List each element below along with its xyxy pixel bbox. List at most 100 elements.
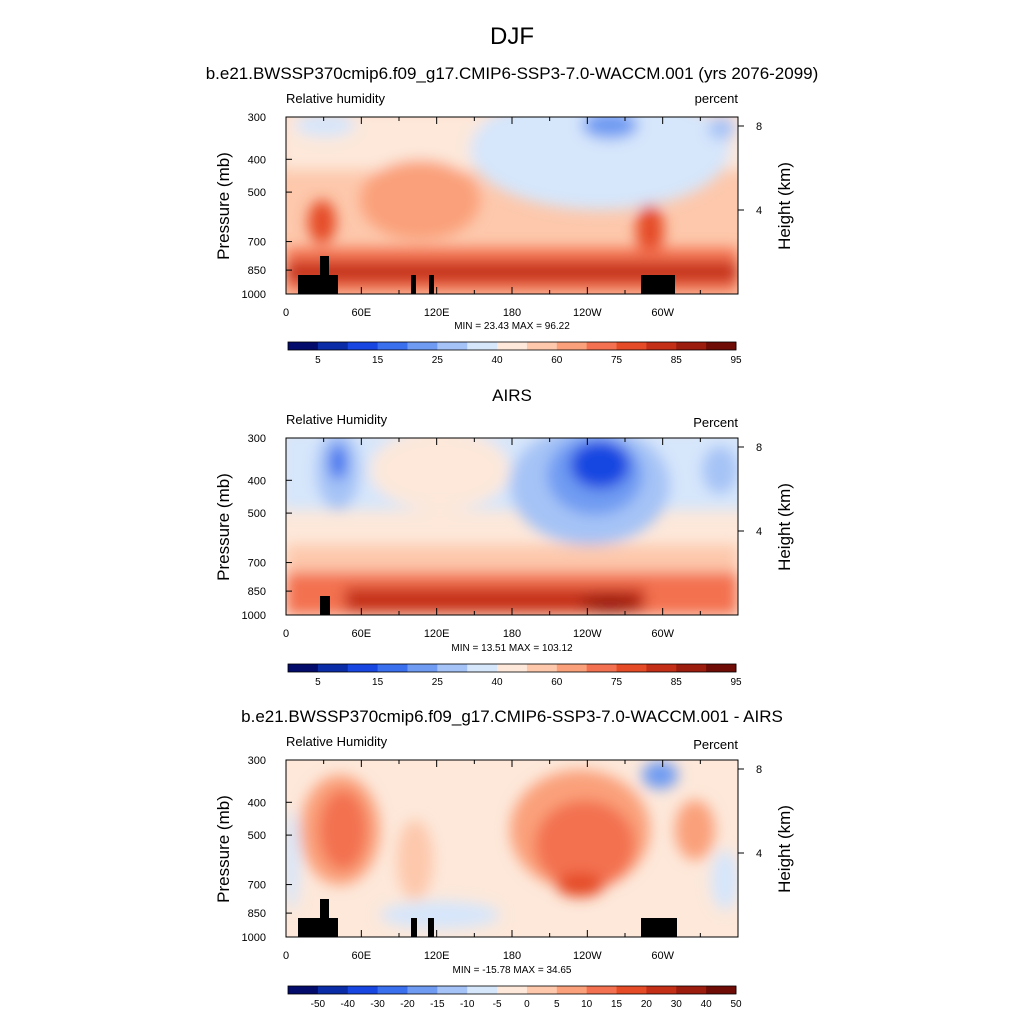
x-tick-label: 180 [503, 950, 521, 962]
left-label: Relative Humidity [286, 412, 388, 427]
colorbar-label: 25 [432, 677, 444, 688]
right-tick-label: 8 [756, 764, 762, 776]
right-axis: 84 [738, 442, 762, 538]
colorbar-swatch [467, 664, 498, 672]
x-tick-label: 60E [352, 307, 372, 319]
right-tick-label: 8 [756, 121, 762, 133]
y-tick-label: 1000 [242, 610, 266, 622]
colorbar-frame [287, 663, 737, 673]
y-tick-label: 1000 [242, 932, 266, 944]
colorbar: 5 15 25 40 60 75 85 95 [287, 663, 742, 688]
left-label: Relative Humidity [286, 734, 388, 749]
colorbar-label: 40 [492, 677, 504, 688]
topo-maritime-2 [428, 918, 434, 937]
field-blob-dry-africa-core [329, 444, 347, 480]
colorbar-label: 20 [641, 999, 653, 1010]
stats-label: MIN = 23.43 MAX = 96.22 [454, 321, 570, 332]
field-blob-warm-pool [360, 160, 480, 240]
field-blob-pacific-max [556, 873, 604, 897]
right-tick-label: 4 [756, 205, 762, 217]
stats-label: MIN = 13.51 MAX = 103.12 [451, 643, 573, 654]
right-label: percent [695, 91, 739, 106]
panel-title: b.e21.BWSSP370cmip6.f09_g17.CMIP6-SSP3-7… [206, 64, 819, 83]
colorbar-swatch [377, 342, 408, 350]
colorbar-label: 15 [372, 677, 384, 688]
x-tick-label: 120W [573, 950, 602, 962]
left-label: Relative humidity [286, 91, 385, 106]
colorbar-label: -30 [370, 999, 385, 1010]
colorbar-swatch [467, 342, 498, 350]
x-tick-label: 120E [424, 628, 450, 640]
topo-africa [320, 596, 330, 615]
field-blob-dry-core [582, 117, 638, 139]
colorbar-label: 5 [315, 677, 321, 688]
colorbar-swatch [616, 986, 647, 994]
field-blob-africa-core [319, 790, 367, 870]
right-axis-label: Height (km) [775, 805, 794, 893]
y-axis-label: Pressure (mb) [214, 473, 233, 581]
x-tick-label: 0 [283, 628, 289, 640]
x-tick-label: 0 [283, 307, 289, 319]
colorbar-swatch [288, 986, 319, 994]
colorbar-label: 25 [432, 355, 444, 366]
colorbar-swatch [676, 342, 707, 350]
colorbar-label: -15 [430, 999, 445, 1010]
y-tick-label: 300 [248, 433, 266, 445]
colorbar-label: 85 [671, 355, 683, 366]
right-label: Percent [693, 415, 738, 430]
y-tick-label: 700 [248, 880, 266, 892]
colorbar-frame [287, 985, 737, 995]
colorbar-swatch [526, 986, 558, 994]
x-tick-label: 180 [503, 307, 521, 319]
colorbar-swatch [437, 342, 468, 350]
right-tick-label: 8 [756, 442, 762, 454]
colorbar-label: -20 [400, 999, 415, 1010]
colorbar-label: -40 [341, 999, 356, 1010]
figure-title: DJF [490, 23, 534, 50]
topo-andes [641, 275, 675, 294]
colorbar-label: 15 [372, 355, 384, 366]
x-tick-label: 60E [352, 950, 372, 962]
topo-africa [298, 256, 338, 294]
field-blob-moist-core [580, 594, 640, 614]
colorbar-swatch [556, 342, 588, 350]
topography [298, 899, 677, 937]
y-axis: 300 400 500 700 850 1000 [242, 112, 292, 301]
y-tick-label: 700 [248, 237, 266, 249]
topo-maritime-1 [411, 275, 416, 294]
panel-model: b.e21.BWSSP370cmip6.f09_g17.CMIP6-SSP3-7… [206, 64, 819, 366]
right-tick-label: 4 [756, 526, 762, 538]
field-blob-tropical-moist [370, 438, 510, 510]
colorbar-swatch [556, 664, 588, 672]
stats-label: MIN = -15.78 MAX = 34.65 [453, 965, 572, 976]
y-axis-label: Pressure (mb) [214, 152, 233, 260]
colorbar-swatch [288, 342, 319, 350]
colorbar-swatch [646, 342, 677, 350]
colorbar-swatch [317, 986, 349, 994]
field-blob-dry-east [702, 446, 738, 494]
field-blob-dry-west [295, 117, 355, 137]
colorbar-label: 50 [730, 999, 742, 1010]
topo-maritime-2 [429, 275, 434, 294]
right-axis-label: Height (km) [775, 162, 794, 250]
colorbar-label: -50 [311, 999, 326, 1010]
colorbar-label: 75 [611, 677, 623, 688]
colorbar-swatch [526, 342, 558, 350]
colorbar-label: 15 [611, 999, 623, 1010]
y-tick-label: 850 [248, 908, 266, 920]
y-axis-label: Pressure (mb) [214, 795, 233, 903]
x-tick-label: 180 [503, 628, 521, 640]
colorbar-label: 5 [554, 999, 560, 1010]
colorbar-swatch [586, 986, 617, 994]
colorbar-swatch [317, 342, 349, 350]
colorbar-swatch [706, 986, 737, 994]
colorbar-swatch [586, 342, 617, 350]
colorbar-swatch [676, 664, 707, 672]
colorbar-swatch [317, 664, 349, 672]
colorbar-swatch [467, 986, 498, 994]
colorbar-swatch [437, 664, 468, 672]
field-blob-maritime-negative [380, 901, 500, 929]
y-tick-label: 400 [248, 797, 266, 809]
y-tick-label: 850 [248, 586, 266, 598]
topography [320, 596, 330, 615]
